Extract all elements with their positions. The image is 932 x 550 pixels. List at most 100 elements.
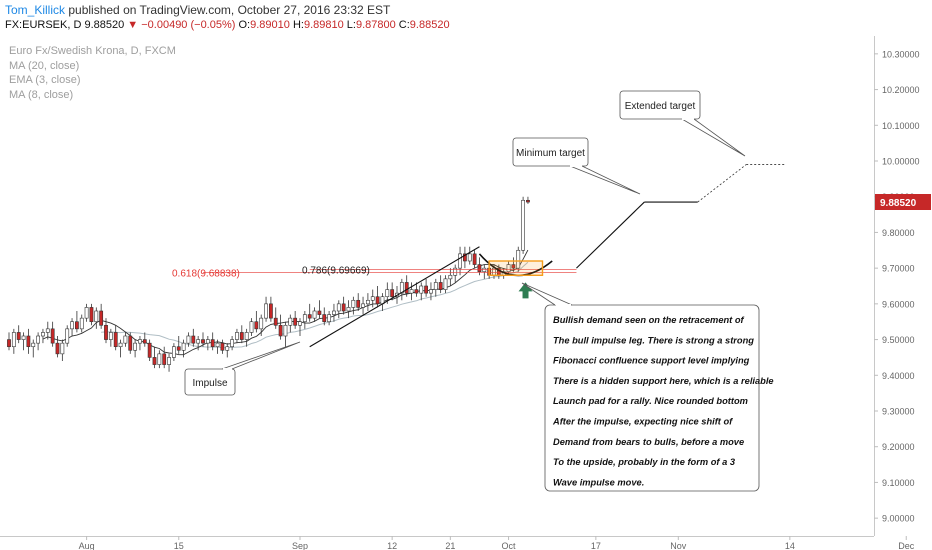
candle[interactable] xyxy=(399,282,404,294)
candle[interactable] xyxy=(293,317,298,326)
candle[interactable] xyxy=(526,199,530,203)
candle[interactable] xyxy=(26,335,31,348)
candle[interactable] xyxy=(157,353,162,365)
candle[interactable] xyxy=(283,324,288,337)
candle[interactable] xyxy=(341,303,346,312)
candle[interactable] xyxy=(429,289,433,294)
candle[interactable] xyxy=(312,310,317,319)
candle[interactable] xyxy=(230,339,235,348)
candle[interactable] xyxy=(298,321,302,326)
candle[interactable] xyxy=(7,339,11,348)
candle[interactable] xyxy=(506,264,511,273)
candle[interactable] xyxy=(84,307,89,319)
candle[interactable] xyxy=(419,285,424,294)
candle[interactable] xyxy=(118,342,123,348)
candle[interactable] xyxy=(235,332,239,340)
candle[interactable] xyxy=(215,342,220,348)
candle[interactable] xyxy=(332,310,336,315)
candle[interactable] xyxy=(210,339,215,348)
candle[interactable] xyxy=(220,342,225,351)
candle[interactable] xyxy=(254,321,259,330)
last-price-badge[interactable] xyxy=(875,194,931,210)
candle[interactable] xyxy=(424,285,429,294)
candle[interactable] xyxy=(472,253,477,265)
candle[interactable] xyxy=(259,317,264,330)
candle[interactable] xyxy=(438,282,443,290)
candle[interactable] xyxy=(516,249,521,269)
candle[interactable] xyxy=(191,335,196,344)
candle[interactable] xyxy=(75,321,79,330)
candle[interactable] xyxy=(113,332,118,348)
candle[interactable] xyxy=(162,353,167,365)
candle[interactable] xyxy=(21,335,26,340)
candle[interactable] xyxy=(41,332,45,337)
candle[interactable] xyxy=(201,339,205,344)
candle[interactable] xyxy=(453,267,458,276)
ext-projection-line[interactable] xyxy=(697,164,747,203)
candle[interactable] xyxy=(307,314,312,319)
candle[interactable] xyxy=(89,307,94,323)
candle[interactable] xyxy=(65,328,70,344)
candle[interactable] xyxy=(443,278,448,290)
candle[interactable] xyxy=(521,199,526,251)
candle[interactable] xyxy=(375,296,380,305)
candle[interactable] xyxy=(327,314,332,323)
impulse-callout-box[interactable] xyxy=(184,368,236,396)
candle[interactable] xyxy=(94,310,99,323)
candle[interactable] xyxy=(31,342,36,348)
candle[interactable] xyxy=(433,282,438,290)
candle[interactable] xyxy=(123,335,128,344)
candle[interactable] xyxy=(50,328,55,344)
candle[interactable] xyxy=(55,342,60,355)
candle[interactable] xyxy=(239,332,244,340)
price-chart[interactable]: 10.3000010.2000010.1000010.000009.900009… xyxy=(0,36,932,550)
projection-line[interactable] xyxy=(576,201,645,269)
candle[interactable] xyxy=(147,342,152,358)
author-link[interactable]: Tom_Killick xyxy=(5,3,66,17)
candle[interactable] xyxy=(249,321,254,333)
candle[interactable] xyxy=(448,274,453,280)
candle[interactable] xyxy=(288,317,293,326)
candle[interactable] xyxy=(458,253,462,269)
demand-zone-box[interactable] xyxy=(488,260,544,276)
candle[interactable] xyxy=(477,264,482,273)
candle[interactable] xyxy=(152,357,157,365)
candle[interactable] xyxy=(336,303,341,312)
price-axis-bg[interactable] xyxy=(874,36,932,550)
candle[interactable] xyxy=(99,310,104,326)
candle[interactable] xyxy=(176,346,181,351)
candle[interactable] xyxy=(390,289,395,298)
candle[interactable] xyxy=(322,314,327,323)
candle[interactable] xyxy=(370,296,375,301)
candle[interactable] xyxy=(385,289,390,298)
candle[interactable] xyxy=(11,332,16,348)
candle[interactable] xyxy=(317,310,322,315)
candle[interactable] xyxy=(278,324,283,337)
candle[interactable] xyxy=(462,253,467,262)
candle[interactable] xyxy=(467,253,472,262)
candle[interactable] xyxy=(404,282,409,294)
candle[interactable] xyxy=(409,289,414,294)
analysis-note-box[interactable] xyxy=(544,304,760,492)
candle[interactable] xyxy=(361,303,365,308)
candle[interactable] xyxy=(45,328,50,333)
candle[interactable] xyxy=(356,299,361,308)
candle[interactable] xyxy=(60,342,65,355)
candle[interactable] xyxy=(70,321,74,330)
candle[interactable] xyxy=(351,299,356,308)
candle[interactable] xyxy=(273,317,278,326)
candle[interactable] xyxy=(186,335,191,344)
candle[interactable] xyxy=(181,342,186,351)
candle[interactable] xyxy=(365,299,370,305)
candle[interactable] xyxy=(79,317,84,330)
impulse-trendline[interactable] xyxy=(309,246,480,348)
candle[interactable] xyxy=(268,303,273,319)
candle[interactable] xyxy=(138,339,142,344)
candle[interactable] xyxy=(133,342,138,351)
legend-ma20[interactable]: MA (20, close) xyxy=(9,59,80,72)
candle[interactable] xyxy=(16,332,21,340)
candle[interactable] xyxy=(205,339,210,344)
candle[interactable] xyxy=(244,332,249,340)
candle[interactable] xyxy=(167,357,171,365)
candle[interactable] xyxy=(482,267,487,273)
